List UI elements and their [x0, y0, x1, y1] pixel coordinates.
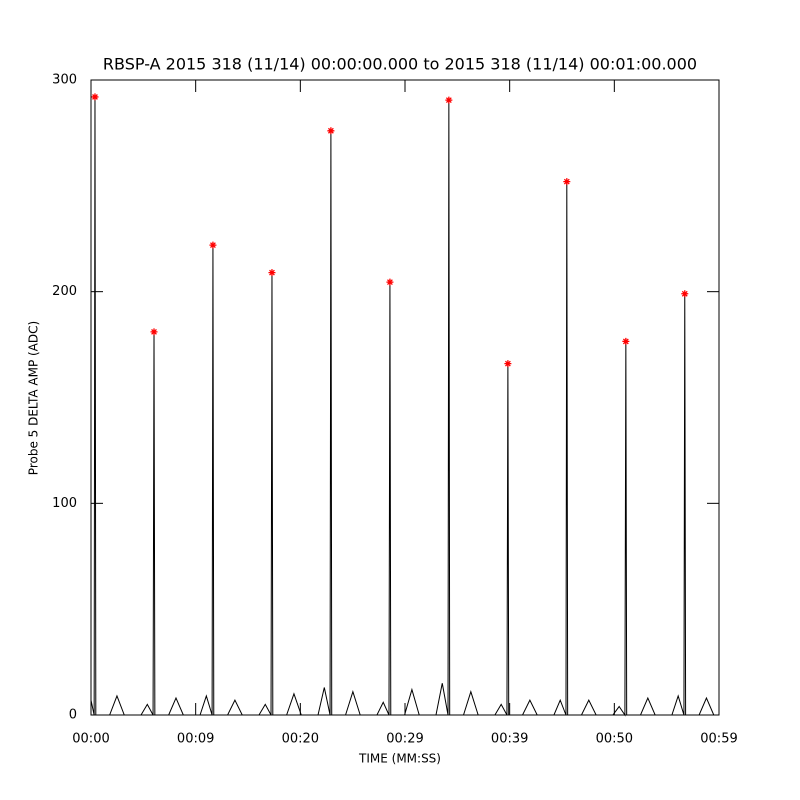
y-tick-label: 300 [52, 73, 77, 88]
peak-marker [268, 269, 276, 277]
y-tick-label: 0 [69, 708, 77, 723]
x-tick-label: 00:09 [177, 732, 214, 747]
chart-title: RBSP-A 2015 318 (11/14) 00:00:00.000 to … [103, 55, 697, 74]
peak-marker [681, 290, 689, 298]
x-tick-label: 00:39 [491, 732, 528, 747]
y-tick-label: 100 [52, 496, 77, 511]
peak-marker [91, 93, 99, 101]
data-line [90, 96, 719, 717]
x-tick-label: 00:00 [72, 732, 109, 747]
x-tick-label: 00:59 [700, 732, 737, 747]
x-tick-label: 00:20 [282, 732, 319, 747]
peak-marker [563, 178, 571, 186]
x-axis-label: TIME (MM:SS) [358, 752, 441, 766]
peak-marker [209, 241, 217, 249]
peak-marker [622, 337, 630, 345]
peak-marker [504, 360, 512, 368]
peak-marker [327, 127, 335, 135]
peak-marker [150, 328, 158, 336]
y-tick-label: 200 [52, 284, 77, 299]
y-axis-label: Probe 5 DELTA AMP (ADC) [27, 321, 41, 475]
peak-marker [386, 278, 394, 286]
peak-marker [445, 96, 453, 104]
x-tick-label: 00:50 [596, 732, 633, 747]
x-tick-label: 00:29 [386, 732, 423, 747]
